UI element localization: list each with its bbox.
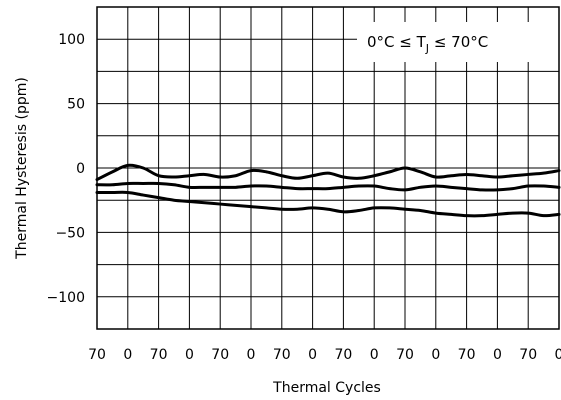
annotation-background: [357, 22, 559, 62]
x-tick-label: 0: [185, 347, 194, 363]
x-tick-label: 70: [519, 347, 537, 363]
x-tick-label: 70: [334, 347, 352, 363]
y-tick-labels: 100 50 0 −50 −100: [47, 32, 85, 306]
x-tick-label: 70: [150, 347, 168, 363]
x-tick-label: 70: [396, 347, 414, 363]
annotation-text: 0°C ≤ TJ ≤ 70°C: [367, 33, 488, 55]
x-tick-label: 0: [555, 347, 561, 363]
y-axis-title: Thermal Hysteresis (ppm): [14, 77, 30, 260]
x-tick-label: 0: [247, 347, 256, 363]
condition-annotation: 0°C ≤ TJ ≤ 70°C: [357, 22, 559, 62]
y-tick-label: −50: [55, 225, 85, 241]
series-line-1: [95, 163, 561, 182]
x-tick-label: 0: [308, 347, 317, 363]
series-line-3: [95, 190, 561, 218]
x-axis-title: Thermal Cycles: [272, 380, 381, 396]
x-tick-label: 0: [431, 347, 440, 363]
plot-frame: [96, 6, 560, 330]
x-tick-label: 70: [273, 347, 291, 363]
x-tick-labels: 70 0 70 0 70 0 70 0 70 0 70 0 70 0 70 0: [88, 347, 561, 363]
x-tick-label: 70: [458, 347, 476, 363]
y-tick-label: 50: [67, 97, 85, 113]
x-tick-label: 0: [370, 347, 379, 363]
y-tick-label: −100: [47, 290, 85, 306]
annotation-suffix: ≤ 70°C: [429, 33, 488, 51]
annotation-subscript: J: [425, 42, 429, 55]
series-line-2: [95, 181, 561, 192]
y-tick-label: 0: [76, 161, 85, 177]
x-tick-label: 70: [211, 347, 229, 363]
series-layer: [95, 163, 561, 218]
x-tick-label: 0: [123, 347, 132, 363]
x-tick-label: 70: [88, 347, 106, 363]
y-tick-label: 100: [58, 32, 85, 48]
annotation-prefix: 0°C ≤ T: [367, 33, 427, 51]
x-tick-label: 0: [493, 347, 502, 363]
